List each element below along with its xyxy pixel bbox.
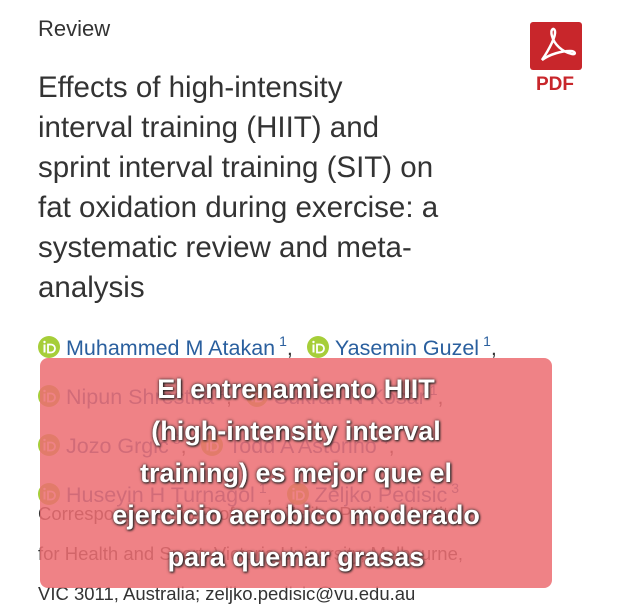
- author-name[interactable]: Yasemin Guzel: [334, 336, 480, 360]
- overlay-line: ejercicio aerobico moderado: [112, 500, 480, 530]
- overlay-line: para quemar grasas: [167, 542, 425, 572]
- affiliation-ref: 1: [483, 333, 491, 349]
- article-type: Review: [38, 16, 111, 41]
- caption-overlay: El entrenamiento HIIT (high-intensity int…: [40, 358, 552, 588]
- title-line: sprint interval training (SIT) on: [38, 151, 434, 184]
- correspondence-line: VIC 3011, Australia; zeljko.pedisic@vu.e…: [38, 583, 416, 604]
- title-line: systematic review and meta-: [38, 231, 412, 264]
- pdf-icon[interactable]: [530, 22, 582, 70]
- author-name[interactable]: Muhammed M Atakan: [66, 336, 276, 360]
- orcid-icon[interactable]: [306, 336, 329, 358]
- title-line: fat oxidation during exercise: a: [38, 191, 439, 224]
- title-line: analysis: [38, 271, 145, 304]
- overlay-line: El entrenamiento HIIT: [157, 374, 435, 404]
- author: Muhammed M Atakan 1,: [38, 333, 301, 360]
- title-line: Effects of high-intensity: [38, 71, 343, 104]
- overlay-line: (high-intensity interval: [151, 416, 441, 446]
- pdf-label[interactable]: PDF: [536, 74, 574, 95]
- author: Yasemin Guzel 1,: [306, 333, 505, 360]
- separator: ,: [490, 336, 497, 360]
- orcid-icon[interactable]: [38, 336, 60, 358]
- overlay-line: training) es mejor que el: [139, 458, 453, 488]
- title-line: interval training (HIIT) and: [38, 111, 380, 144]
- affiliation-ref: 1: [279, 333, 287, 349]
- article-title: Effects of high-intensity interval traini…: [38, 68, 438, 308]
- separator: ,: [286, 336, 293, 360]
